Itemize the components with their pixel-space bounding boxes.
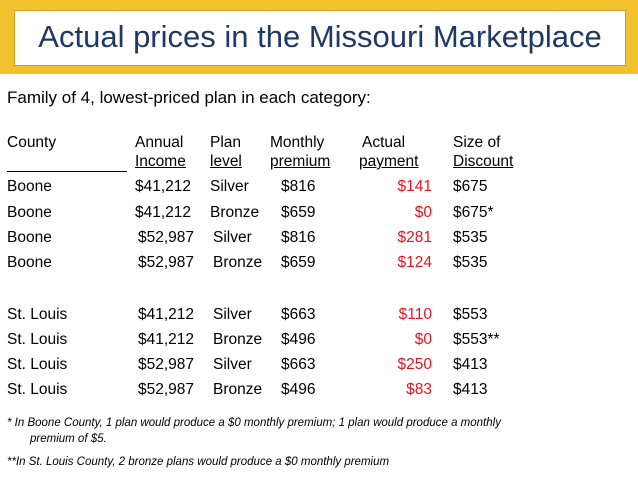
cell-income: $52,987: [138, 254, 195, 271]
cell-income: $52,987: [138, 381, 195, 398]
header-premium-line1: Monthly: [270, 134, 325, 151]
header-plan-line1: Plan: [210, 134, 242, 151]
cell-payment: $0: [414, 331, 432, 348]
cell-plan: Bronze: [210, 204, 260, 221]
cell-premium: $496: [281, 331, 316, 348]
cell-income: $52,987: [138, 356, 195, 373]
cell-income: $41,212: [135, 204, 192, 221]
cell-income: $41,212: [138, 331, 195, 348]
cell-county: Boone: [7, 204, 52, 221]
cell-premium: $663: [281, 306, 316, 323]
cell-plan: Bronze: [213, 331, 263, 348]
cell-payment: $124: [397, 254, 432, 271]
cell-premium: $659: [281, 204, 316, 221]
header-payment-line1: Actual: [362, 134, 406, 151]
footnote-stlouis: **In St. Louis County, 2 bronze plans wo…: [7, 456, 390, 468]
cell-discount: $675*: [453, 204, 494, 221]
cell-discount: $535: [453, 229, 488, 246]
cell-plan: Silver: [213, 306, 252, 323]
header-plan-line2: level: [210, 153, 242, 170]
cell-discount: $553: [453, 306, 488, 323]
cell-county: Boone: [7, 229, 52, 246]
header-county-line2: County: [7, 134, 57, 151]
cell-county: St. Louis: [7, 356, 68, 373]
cell-discount: $675: [453, 178, 488, 195]
header-discount-line1: Size of: [453, 134, 501, 151]
cell-premium: $816: [281, 229, 316, 246]
cell-county: St. Louis: [7, 306, 68, 323]
cell-plan: Bronze: [213, 254, 263, 271]
cell-payment: $141: [397, 178, 432, 195]
header-plan: Plan level: [210, 133, 242, 171]
header-payment: Actual payment: [359, 133, 418, 171]
title-box: Actual prices in the Missouri Marketplac…: [14, 10, 626, 66]
header-rule: [7, 171, 127, 172]
cell-discount: $553**: [453, 331, 500, 348]
cell-income: $41,212: [138, 306, 195, 323]
header-county: County: [7, 133, 56, 152]
page-title: Actual prices in the Missouri Marketplac…: [38, 19, 602, 54]
header-premium: Monthly premium: [270, 133, 330, 171]
cell-county: Boone: [7, 254, 52, 271]
cell-plan: Silver: [213, 356, 252, 373]
cell-premium: $496: [281, 381, 316, 398]
cell-income: $52,987: [138, 229, 195, 246]
footnote-boone-cont: premium of $5.: [30, 433, 107, 445]
cell-county: St. Louis: [7, 331, 68, 348]
header-income-line2: Income: [135, 153, 186, 170]
header-discount-line2: Discount: [453, 153, 514, 170]
cell-payment: $0: [414, 204, 432, 221]
header-premium-line2: premium: [270, 153, 331, 170]
cell-payment: $250: [397, 356, 432, 373]
cell-plan: Silver: [213, 229, 252, 246]
cell-discount: $413: [453, 381, 488, 398]
footnote-boone: * In Boone County, 1 plan would produce …: [7, 417, 501, 429]
title-bar: Actual prices in the Missouri Marketplac…: [0, 0, 638, 74]
cell-payment: $83: [406, 381, 432, 398]
cell-premium: $659: [281, 254, 316, 271]
header-income: Annual Income: [135, 133, 186, 171]
header-discount: Size of Discount: [453, 133, 513, 171]
cell-plan: Silver: [210, 178, 249, 195]
cell-premium: $663: [281, 356, 316, 373]
cell-payment: $110: [398, 306, 432, 323]
cell-income: $41,212: [135, 178, 192, 195]
header-payment-line2: payment: [359, 153, 419, 170]
cell-county: Boone: [7, 178, 52, 195]
cell-plan: Bronze: [213, 381, 263, 398]
cell-payment: $281: [397, 229, 432, 246]
subtitle: Family of 4, lowest-priced plan in each …: [7, 88, 371, 107]
cell-discount: $413: [453, 356, 488, 373]
cell-county: St. Louis: [7, 381, 68, 398]
header-income-line1: Annual: [135, 134, 184, 151]
cell-discount: $535: [453, 254, 488, 271]
cell-premium: $816: [281, 178, 316, 195]
